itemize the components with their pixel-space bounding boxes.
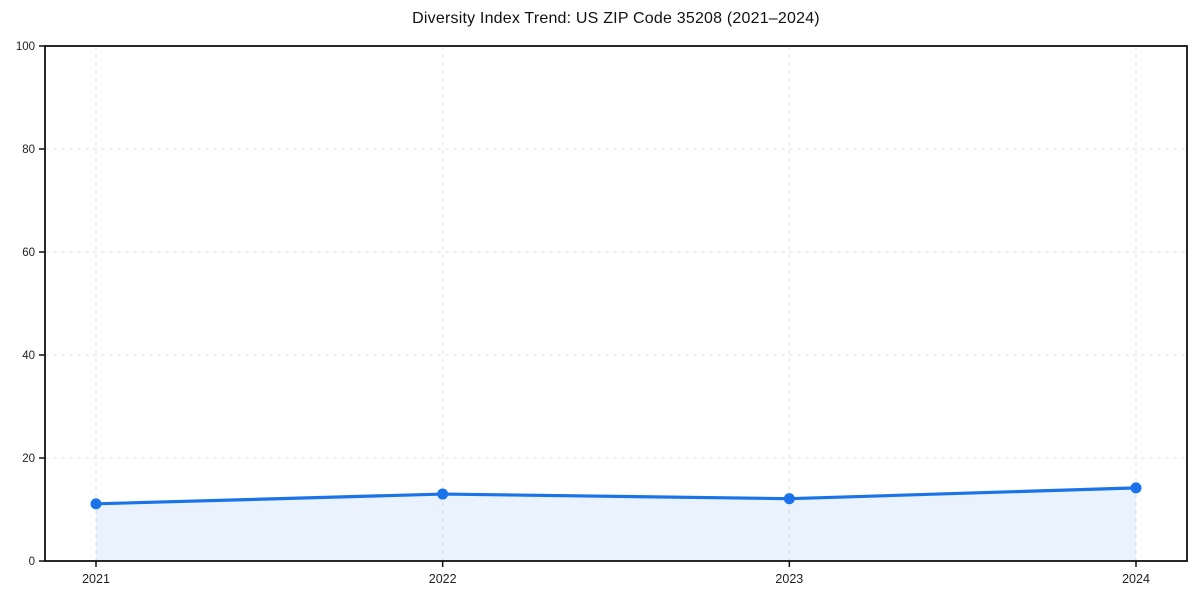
- y-tick-label-40: 40: [22, 350, 35, 362]
- x-tick-label-2021: 2021: [82, 572, 110, 586]
- y-tick-label-60: 60: [22, 247, 35, 259]
- chart-title: Diversity Index Trend: US ZIP Code 35208…: [412, 10, 820, 27]
- data-point-2023: [783, 493, 795, 505]
- area-fill: [96, 487, 1136, 561]
- trend-line: [94, 486, 1138, 506]
- data-point-2024: [1130, 482, 1142, 494]
- data-point-2022: [437, 488, 449, 500]
- y-tick-label-0: 0: [29, 556, 35, 568]
- x-tick-label-2024: 2024: [1122, 572, 1150, 586]
- y-tick-label-20: 20: [22, 453, 35, 465]
- x-tick-label-2022: 2022: [429, 572, 457, 586]
- data-point-2021: [90, 498, 102, 510]
- y-tick-label-100: 100: [16, 41, 35, 53]
- y-tick-label-80: 80: [22, 144, 35, 156]
- plot-border: [44, 45, 1188, 562]
- x-tick-label-2023: 2023: [775, 572, 803, 586]
